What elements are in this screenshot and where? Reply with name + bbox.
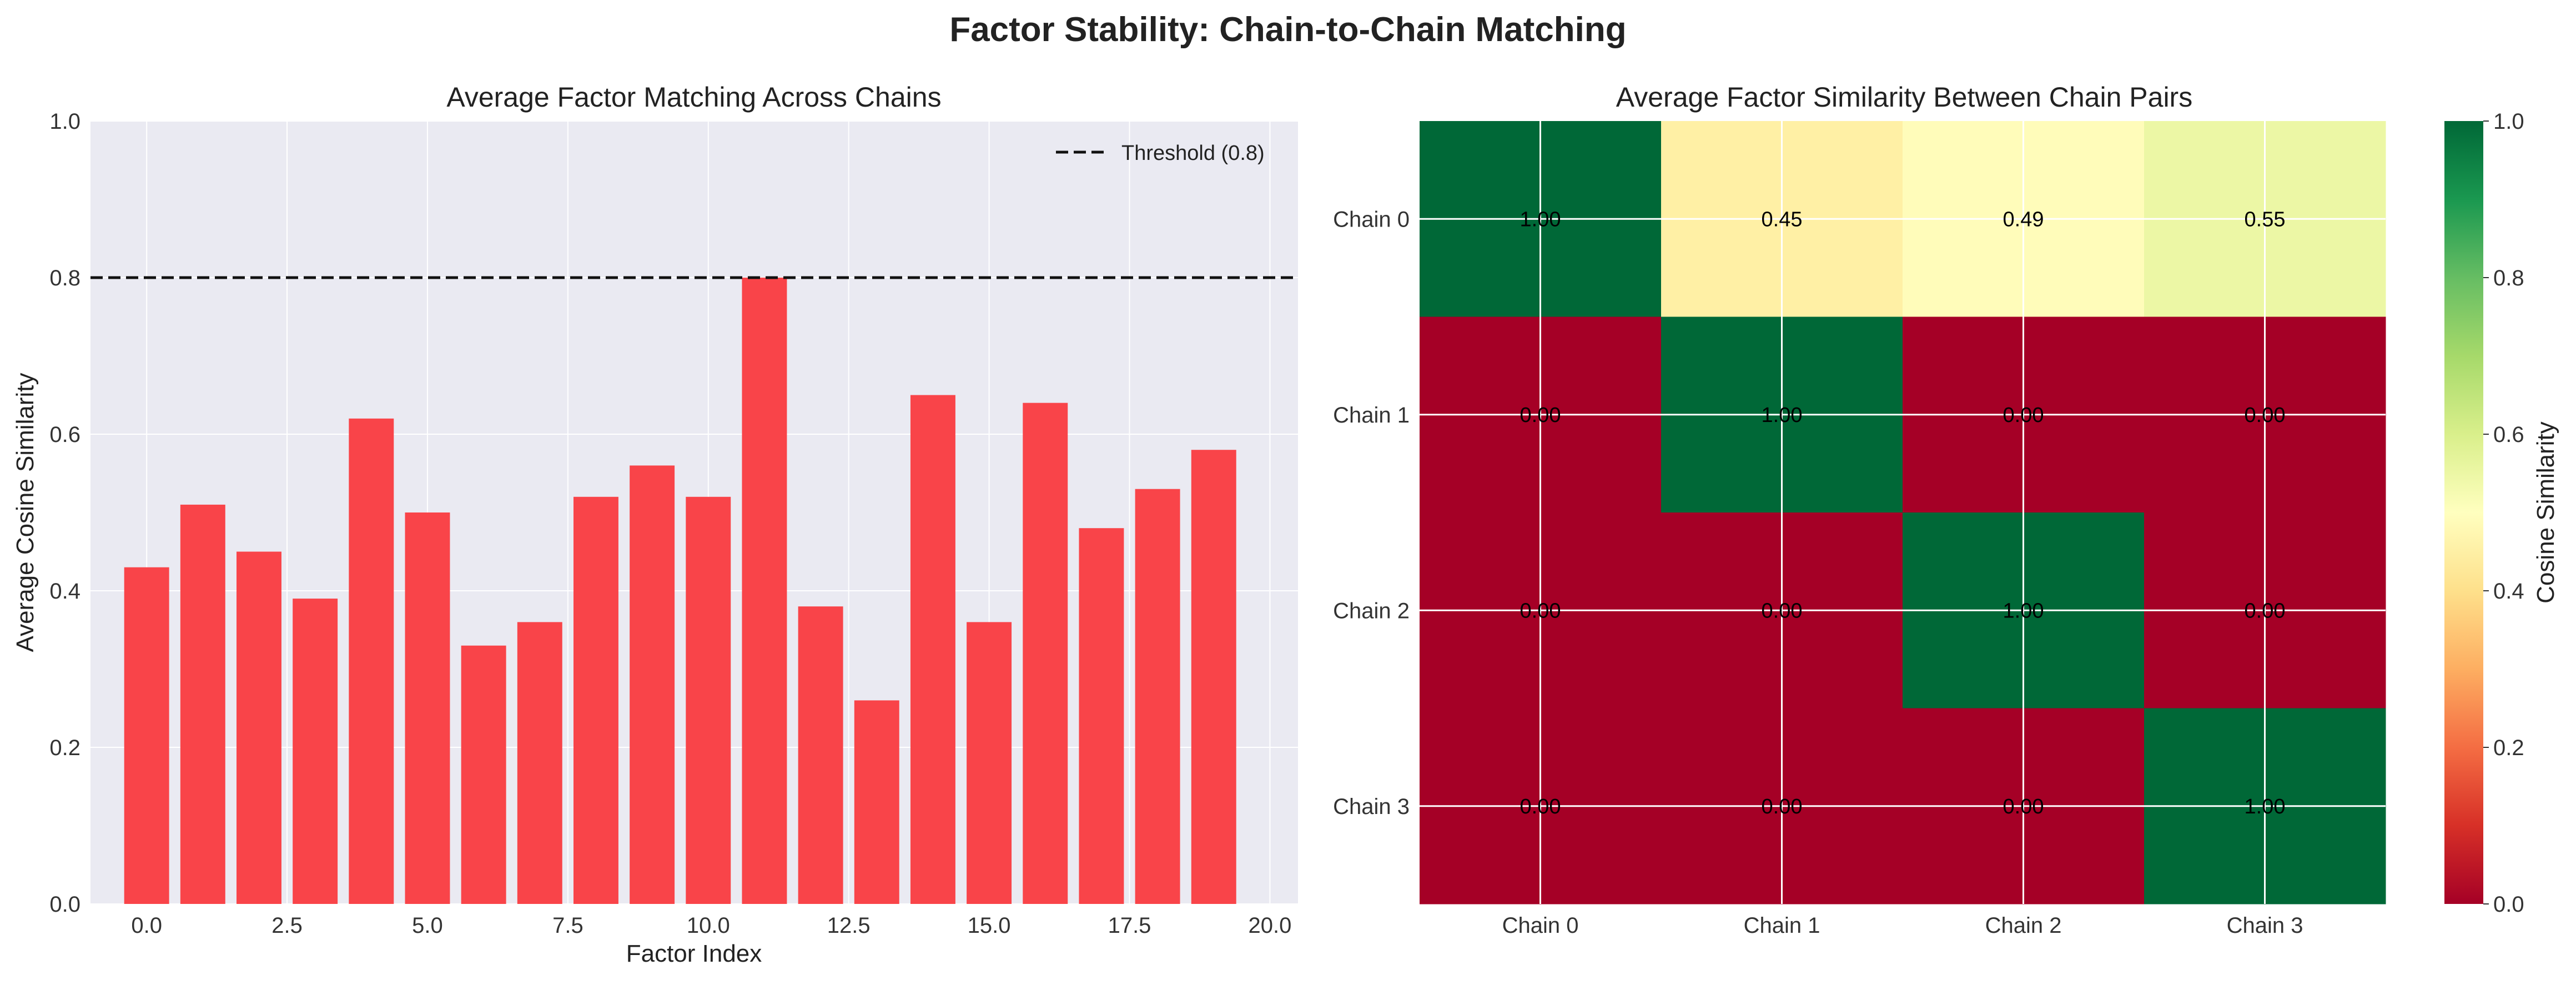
bar-chart-panel: Average Factor Matching Across Chains Th… xyxy=(12,82,1298,967)
legend: Threshold (0.8) xyxy=(1056,142,1265,165)
legend-threshold-label: Threshold (0.8) xyxy=(1121,142,1265,165)
colorbar xyxy=(2444,121,2483,904)
bar xyxy=(1023,403,1068,904)
bar xyxy=(910,395,955,904)
y-tick-label: 0.0 xyxy=(49,892,80,917)
heatmap-cell-value: 0.45 xyxy=(1762,208,1803,231)
heatmap-cell-value: 0.49 xyxy=(2003,208,2044,231)
y-tick-label: 1.0 xyxy=(49,109,80,134)
bar xyxy=(686,496,731,904)
heatmap-cell-value: 0.00 xyxy=(1520,795,1561,818)
heatmap-gridlines xyxy=(1420,121,2386,904)
bar xyxy=(1079,528,1124,904)
bar xyxy=(798,606,843,904)
heatmap-row-label: Chain 0 xyxy=(1333,207,1410,232)
heatmap-cell-value: 0.00 xyxy=(2245,599,2286,622)
colorbar-ticks: 0.0 0.2 0.4 0.6 0.8 1.0 xyxy=(2483,109,2524,917)
bar xyxy=(742,278,787,904)
heatmap-row-label: Chain 2 xyxy=(1333,599,1410,623)
colorbar-tick-label: 0.6 xyxy=(2493,423,2524,447)
x-tick-label: 0.0 xyxy=(131,913,162,938)
y-tick-label: 0.8 xyxy=(49,266,80,290)
bar xyxy=(854,700,899,904)
y-tick-label: 0.6 xyxy=(49,423,80,447)
x-tick-label: 15.0 xyxy=(968,913,1011,938)
figure-suptitle: Factor Stability: Chain-to-Chain Matchin… xyxy=(949,11,1626,49)
heatmap-column-label: Chain 3 xyxy=(2227,913,2303,938)
x-tick-label: 17.5 xyxy=(1108,913,1151,938)
heatmap-cell-labels: 1.00 0.45 0.49 0.55 0.00 1.00 0.00 0.00 0.00 0.00… xyxy=(1520,208,2286,818)
heatmap-cell-value: 0.00 xyxy=(1762,599,1803,622)
colorbar-tick-label: 0.2 xyxy=(2493,736,2524,760)
heatmap-cell-value: 0.00 xyxy=(2003,404,2044,427)
colorbar-tick-label: 0.8 xyxy=(2493,266,2524,290)
bar xyxy=(349,418,394,904)
y-tick-label: 0.4 xyxy=(49,579,80,604)
x-tick-label: 10.0 xyxy=(687,913,730,938)
heatmap-cell-value: 1.00 xyxy=(2003,599,2044,622)
bar xyxy=(405,512,450,904)
bar xyxy=(517,622,562,904)
heatmap-cell-value: 0.00 xyxy=(2003,795,2044,818)
heatmap-title: Average Factor Similarity Between Chain … xyxy=(1616,82,2192,113)
heatmap-column-labels: Chain 0 Chain 1 Chain 2 Chain 3 xyxy=(1502,913,2303,938)
heatmap-cell-value: 1.00 xyxy=(1520,208,1561,231)
x-tick-label: 5.0 xyxy=(412,913,443,938)
heatmap-cell-value: 0.00 xyxy=(1520,404,1561,427)
heatmap-cell-value: 0.00 xyxy=(1520,599,1561,622)
heatmap-cell-value: 1.00 xyxy=(1762,404,1803,427)
bar-chart-x-axis-label: Factor Index xyxy=(626,940,762,967)
x-tick-label: 2.5 xyxy=(271,913,303,938)
heatmap-column-label: Chain 1 xyxy=(1744,913,1820,938)
bar xyxy=(237,551,281,904)
x-tick-label: 20.0 xyxy=(1248,913,1291,938)
heatmap-row-label: Chain 1 xyxy=(1333,403,1410,428)
heatmap-panel: Average Factor Similarity Between Chain … xyxy=(1333,82,2559,938)
bar-chart-bars xyxy=(124,278,1236,904)
colorbar-label: Cosine Similarity xyxy=(2532,421,2559,604)
bar xyxy=(293,599,338,904)
heatmap-cell-value: 0.00 xyxy=(1762,795,1803,818)
heatmap-row-label: Chain 3 xyxy=(1333,795,1410,819)
heatmap-cell-value: 0.55 xyxy=(2245,208,2286,231)
x-tick-label: 7.5 xyxy=(552,913,583,938)
heatmap-row-labels: Chain 0 Chain 1 Chain 2 Chain 3 xyxy=(1333,207,1410,819)
bar xyxy=(967,622,1012,904)
x-tick-label: 12.5 xyxy=(827,913,871,938)
heatmap-cell-value: 0.00 xyxy=(2245,404,2286,427)
bar xyxy=(461,645,506,904)
bar xyxy=(124,567,169,904)
bar xyxy=(573,496,618,904)
heatmap-column-label: Chain 2 xyxy=(1985,913,2062,938)
heatmap-column-label: Chain 0 xyxy=(1502,913,1579,938)
bar-chart-y-ticks: 0.0 0.2 0.4 0.6 0.8 1.0 xyxy=(49,109,80,917)
colorbar-tick-label: 0.4 xyxy=(2493,579,2524,604)
heatmap-cells xyxy=(1420,121,2386,904)
y-tick-label: 0.2 xyxy=(49,736,80,760)
colorbar-tick-label: 0.0 xyxy=(2493,892,2524,917)
bar-chart-y-axis-label: Average Cosine Similarity xyxy=(12,373,39,652)
bar-chart-x-ticks: 0.0 2.5 5.0 7.5 10.0 12.5 15.0 17.5 20.0 xyxy=(131,913,1291,938)
colorbar-tick-label: 1.0 xyxy=(2493,109,2524,134)
bar-chart-title: Average Factor Matching Across Chains xyxy=(446,82,941,113)
bar xyxy=(1191,450,1236,904)
heatmap-cell-value: 1.00 xyxy=(2245,795,2286,818)
bar xyxy=(630,465,675,904)
bar xyxy=(180,504,225,904)
bar xyxy=(1135,489,1180,904)
